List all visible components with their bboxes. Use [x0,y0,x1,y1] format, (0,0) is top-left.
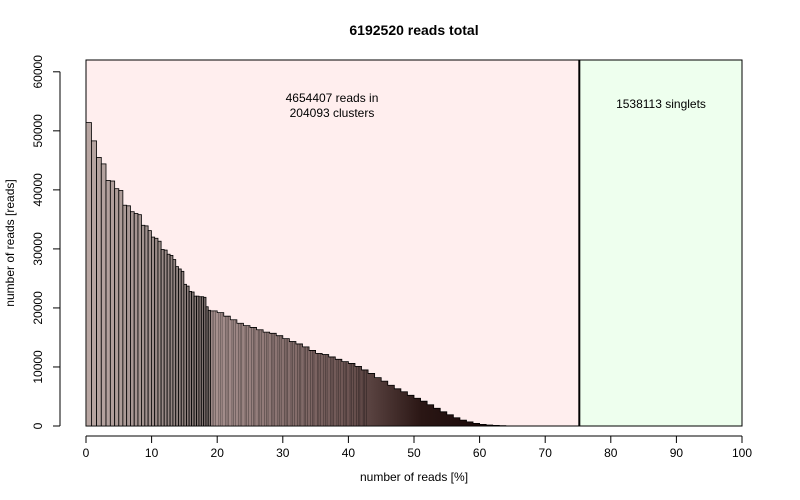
x-tick-label: 90 [670,446,684,460]
bar [109,180,116,427]
x-tick-label: 70 [539,446,553,460]
bar [122,204,128,427]
singlets-annotation: 1538113 singlets [616,97,706,111]
bar [144,225,149,427]
y-axis-label: number of reads [reads] [3,179,17,306]
bar [85,122,92,427]
bar [169,254,174,427]
y-tick-label: 20000 [31,291,45,325]
bar [118,190,124,427]
x-tick-label: 80 [604,446,618,460]
bar [172,259,177,427]
x-tick-label: 100 [732,446,752,460]
bar [130,211,135,427]
x-tick-label: 60 [473,446,487,460]
bar [105,180,111,427]
bar [96,157,102,427]
y-tick-label: 30000 [31,232,45,266]
y-tick-label: 60000 [31,55,45,89]
annotation-line: 4654407 reads in [286,91,379,105]
x-tick-label: 10 [145,446,159,460]
x-axis-label: number of reads [%] [360,470,468,484]
bar [133,213,139,427]
bar [178,268,182,427]
bar [100,163,107,427]
bar [114,188,120,427]
x-tick-label: 20 [211,446,225,460]
annotation-line: 204093 clusters [290,106,375,120]
bar [141,224,146,427]
y-tick-label: 0 [31,422,45,429]
bar [163,249,168,427]
singlets-region [578,59,743,427]
clusters-annotation: 4654407 reads in 204093 clusters [286,91,379,120]
bar [154,237,159,427]
bars-group [85,60,581,427]
bar [157,240,162,427]
annotation-line: 1538113 singlets [616,97,706,111]
x-tick-label: 30 [276,446,290,460]
bar [151,236,156,427]
bar [91,140,97,427]
region-annotations: 4654407 reads in 204093 clusters 1538113 s… [286,91,706,120]
bar [147,230,152,427]
bar [126,205,131,427]
bar [175,266,179,427]
y-tick-label: 50000 [31,114,45,148]
y-tick-label: 40000 [31,173,45,207]
x-tick-label: 40 [342,446,356,460]
bar [160,249,165,427]
y-tick-label: 10000 [31,350,45,384]
axes: 0 10 20 30 40 50 60 70 80 90 100 0 10000 20000 30000 40… [31,55,752,460]
x-tick-label: 0 [83,446,90,460]
bar [166,253,171,427]
bar [137,214,142,427]
x-tick-label: 50 [407,446,421,460]
chart-title: 6192520 reads total [349,22,478,38]
